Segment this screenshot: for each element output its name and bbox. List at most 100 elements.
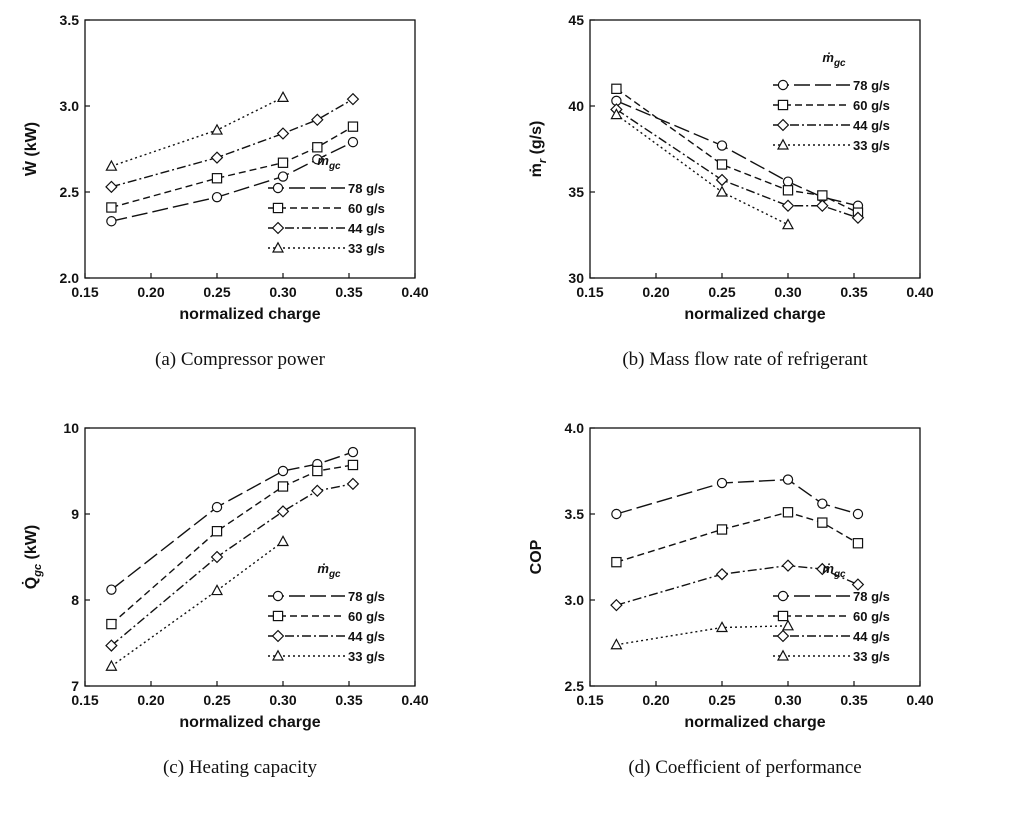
legend-marker-circle (777, 590, 789, 602)
data-point-circle (347, 446, 359, 458)
data-point-triangle (210, 584, 224, 596)
data-point-triangle (105, 159, 118, 171)
series-line-44gs (110, 483, 354, 647)
series-line-33gs (110, 540, 284, 667)
legend-entry-label: 60 g/s (853, 609, 890, 624)
data-point-square (611, 556, 622, 568)
data-point-square (817, 517, 828, 528)
legend-marker-triangle (271, 649, 285, 661)
data-point-circle (211, 501, 223, 513)
data-point-square (817, 190, 828, 201)
legend-entry-label: 78 g/s (348, 589, 385, 604)
legend-marker-square (272, 202, 284, 214)
data-point-triangle (105, 659, 118, 671)
y-tick-label: 3.0 (565, 592, 585, 608)
plot-frame (84, 427, 416, 687)
x-tick-label: 0.20 (137, 692, 164, 708)
data-point-square (312, 465, 323, 477)
legend-entry-label: 33 g/s (853, 138, 890, 153)
data-point-triangle (276, 90, 290, 103)
data-point-square (211, 525, 223, 537)
data-point-diamond (816, 199, 829, 213)
data-point-circle (852, 508, 864, 520)
series-line-33gs (616, 625, 789, 646)
legend-entry-label: 33 g/s (853, 649, 890, 664)
data-point-square (782, 507, 794, 518)
data-point-triangle (610, 638, 623, 650)
x-tick-label: 0.20 (642, 284, 669, 300)
figure-caption: (d) Coefficient of performance (628, 757, 861, 778)
y-axis-label: Q̇gc (kW) (22, 525, 44, 589)
series-line-33gs (111, 96, 284, 167)
data-point-circle (211, 191, 223, 203)
data-point-square (347, 121, 359, 132)
x-tick-label: 0.15 (576, 692, 603, 708)
data-point-diamond (311, 484, 324, 498)
legend-marker-square (777, 99, 789, 111)
x-tick-label: 0.40 (906, 692, 933, 708)
data-point-diamond (715, 567, 729, 581)
y-axis-label: Ẇ (kW) (22, 122, 40, 176)
data-point-square (347, 459, 359, 471)
legend-entry-label: 60 g/s (348, 609, 385, 624)
panel-heating-capacity: 0.15 0.20 0.25 0.30 0.35 0.40 7 8 9 10 normalized … (0, 408, 500, 808)
legend-entry-label: 60 g/s (853, 98, 890, 113)
data-point-circle (277, 465, 289, 477)
legend-marker-diamond (776, 629, 790, 643)
legend-marker-circle (272, 182, 284, 194)
data-point-diamond (276, 505, 290, 518)
x-axis-label: normalized charge (179, 306, 320, 323)
x-tick-label: 0.20 (137, 284, 164, 300)
x-tick-label: 0.40 (401, 692, 428, 708)
data-point-diamond (311, 113, 324, 127)
data-point-diamond (346, 477, 360, 491)
data-point-square (716, 524, 728, 535)
chart-compressor-power: 0.15 0.20 0.25 0.30 0.35 0.40 2.0 2.5 3.0 3.5 norm… (22, 12, 429, 370)
plot-frame (84, 19, 416, 279)
legend-entry-label: 78 g/s (853, 589, 890, 604)
data-point-square (106, 202, 117, 213)
data-point-square (106, 618, 117, 630)
legend-title: ṁgc (822, 50, 846, 69)
data-point-circle (716, 140, 728, 151)
y-tick-label: 10 (63, 420, 79, 436)
x-tick-label: 0.40 (401, 284, 428, 300)
x-tick-label: 0.30 (269, 692, 296, 708)
data-point-circle (716, 477, 728, 489)
legend-marker-diamond (776, 118, 790, 132)
y-tick-label: 2.5 (60, 184, 80, 200)
data-point-triangle (715, 621, 729, 633)
data-point-circle (782, 474, 794, 485)
x-tick-label: 0.35 (335, 284, 362, 300)
data-point-square (716, 159, 728, 170)
x-tick-label: 0.25 (708, 692, 735, 708)
data-point-circle (106, 216, 117, 227)
data-point-circle (782, 176, 794, 187)
legend-marker-circle (777, 79, 789, 91)
chart-cop: 0.15 0.20 0.25 0.30 0.35 0.40 2.5 3.0 3.5 4.0 norm… (528, 420, 934, 778)
legend-marker-triangle (776, 649, 790, 661)
data-point-square (611, 83, 622, 94)
x-tick-label: 0.35 (840, 284, 867, 300)
figure-caption: (b) Mass flow rate of refrigerant (622, 349, 868, 370)
legend-entry-label: 78 g/s (853, 78, 890, 93)
data-point-square (277, 157, 289, 168)
x-tick-label: 0.30 (269, 284, 296, 300)
data-point-square (312, 142, 323, 153)
legend-marker-square (777, 610, 789, 622)
data-point-square (782, 185, 794, 196)
figure-caption: (a) Compressor power (155, 349, 326, 370)
x-tick-label: 0.30 (774, 284, 801, 300)
data-point-diamond (276, 127, 290, 140)
legend-title: ṁgc (317, 561, 341, 580)
figure-caption: (c) Heating capacity (163, 757, 318, 778)
legend-entry-label: 78 g/s (348, 181, 385, 196)
y-tick-label: 45 (568, 12, 584, 28)
plot-frame (589, 427, 921, 687)
legend-entry-label: 44 g/s (348, 629, 385, 644)
data-point-diamond (781, 559, 795, 572)
series-line-44gs (616, 108, 859, 219)
y-tick-label: 30 (568, 270, 584, 286)
series-line-33gs (615, 114, 789, 226)
legend-entry-label: 44 g/s (348, 221, 385, 236)
